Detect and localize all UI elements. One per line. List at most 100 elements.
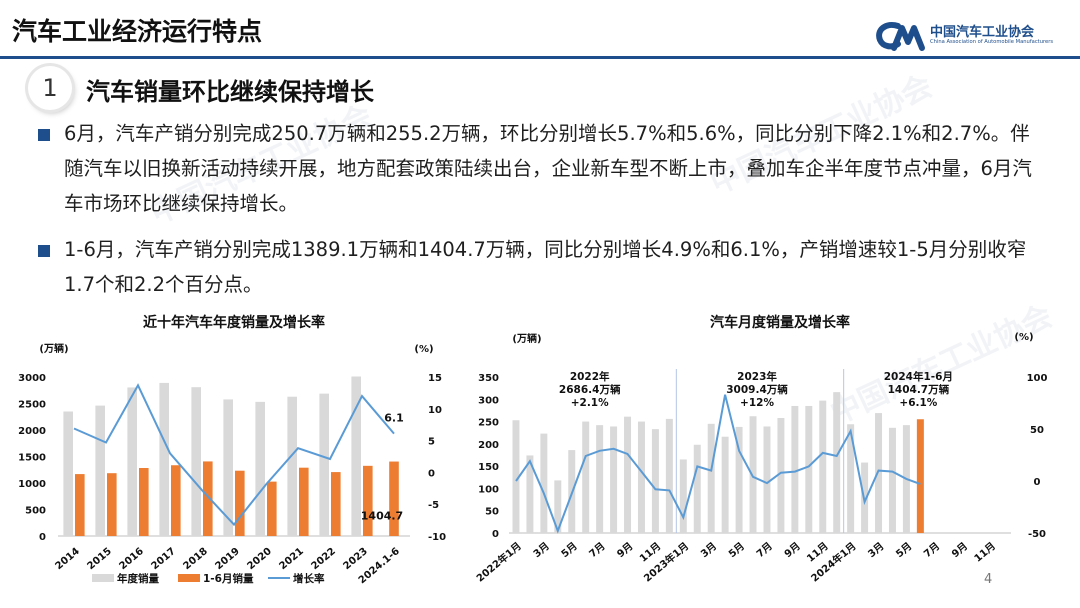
bar-h1-sales xyxy=(363,465,373,536)
bar-h1-sales xyxy=(171,465,181,536)
bar-monthly-sales xyxy=(707,423,715,533)
legend-label: 年度销量 xyxy=(117,572,159,585)
bar-monthly-sales xyxy=(749,416,757,533)
y2-axis-label: (%) xyxy=(1014,332,1033,343)
x-tick-label: 2020 xyxy=(246,546,274,572)
y-axis-label: (万辆) xyxy=(512,332,541,345)
legend-swatch xyxy=(178,574,200,582)
x-tick-label: 2019 xyxy=(214,546,242,572)
y2-tick-label: 50 xyxy=(1030,425,1044,436)
annotation-period: 2024年1-6月 xyxy=(884,370,953,383)
x-tick-label: 3月 xyxy=(698,540,719,560)
annotation-total: 1404.7万辆 xyxy=(888,383,950,396)
bar-monthly-sales xyxy=(888,427,896,533)
bullet-square-icon xyxy=(38,129,50,141)
x-tick-label: 2021 xyxy=(278,546,306,572)
x-tick-label: 9月 xyxy=(949,540,970,560)
x-tick-label: 7月 xyxy=(587,540,608,560)
bar-monthly-sales xyxy=(610,426,618,533)
x-tick-label: 2018 xyxy=(182,546,210,572)
bar-h1-sales xyxy=(267,481,277,536)
bar-annual-sales xyxy=(191,387,201,536)
x-tick-label: 2016 xyxy=(118,546,146,572)
bar-monthly-sales xyxy=(540,433,548,533)
org-name-en: China Association of Automobile Manufact… xyxy=(930,39,1054,45)
y2-tick-label: 0 xyxy=(428,468,435,479)
y-tick-label: 300 xyxy=(478,395,499,406)
x-tick-label: 2022 xyxy=(310,546,338,572)
bar-monthly-sales xyxy=(596,425,604,533)
x-tick-label: 3月 xyxy=(866,540,887,560)
bar-monthly-sales xyxy=(679,459,687,533)
annotation-growth: +12% xyxy=(740,397,774,409)
bar-monthly-sales xyxy=(735,426,743,533)
header: 汽车工业经济运行特点 中国汽车工业协会 China Association of… xyxy=(0,0,1080,59)
bullet-paragraph: 6月，汽车产销分别完成250.7万辆和255.2万辆，环比分别增长5.7%和5.… xyxy=(38,116,1048,221)
x-tick-label: 9月 xyxy=(782,540,803,560)
y2-tick-label: 0 xyxy=(1034,477,1041,488)
caam-logo-icon xyxy=(876,22,925,51)
bar-h1-sales xyxy=(107,473,117,536)
bar-h1-sales xyxy=(331,472,341,536)
y2-tick-label: -5 xyxy=(428,500,439,511)
y2-tick-label: -50 xyxy=(1028,529,1046,540)
bar-annual-sales xyxy=(95,405,105,536)
y-tick-label: 3000 xyxy=(18,373,46,384)
bar-monthly-sales xyxy=(665,418,673,533)
x-tick-label: 5月 xyxy=(726,540,747,560)
bar-monthly-sales xyxy=(693,444,701,533)
y-tick-label: 2500 xyxy=(18,400,46,411)
bar-h1-sales xyxy=(75,474,85,536)
y-axis-label: (万辆) xyxy=(39,342,68,355)
growth-rate-line xyxy=(73,383,395,527)
x-tick-label: 7月 xyxy=(922,540,943,560)
bar-monthly-sales xyxy=(512,420,520,533)
annotation-total: 2686.4万辆 xyxy=(559,383,621,396)
header-divider xyxy=(0,56,1080,59)
x-tick-label: 2017 xyxy=(150,546,178,572)
y-tick-label: 150 xyxy=(478,462,499,473)
bullet-square-icon xyxy=(38,245,50,257)
bar-monthly-sales xyxy=(721,436,729,533)
y2-axis-label: (%) xyxy=(414,344,433,355)
bar-annual-sales xyxy=(287,396,297,536)
x-tick-label: 2023 xyxy=(342,546,370,572)
bar-latest-month-sales xyxy=(916,419,924,533)
bar-monthly-sales xyxy=(763,426,771,533)
x-tick-label: 2014 xyxy=(54,546,82,572)
chart-title: 近十年汽车年度销量及增长率 xyxy=(143,314,325,331)
y2-tick-label: -10 xyxy=(428,532,446,543)
x-tick-label: 7月 xyxy=(754,540,775,560)
section-title: 汽车销量环比继续保持增长 xyxy=(86,78,374,106)
bar-monthly-sales xyxy=(819,400,827,533)
bar-annual-sales xyxy=(351,376,361,536)
bar-monthly-sales xyxy=(805,405,813,533)
y-tick-label: 500 xyxy=(25,506,46,517)
bar-monthly-sales xyxy=(651,429,659,533)
bar-annual-sales xyxy=(319,393,329,536)
bar-h1-sales xyxy=(235,470,245,536)
growth-rate-line xyxy=(515,394,921,534)
y-tick-label: 1000 xyxy=(18,479,46,490)
y-tick-label: 250 xyxy=(478,418,499,429)
x-tick-label: 2022年1月 xyxy=(474,539,524,584)
bar-monthly-sales xyxy=(791,405,799,533)
y2-tick-label: 100 xyxy=(1027,373,1048,384)
y-tick-label: 2000 xyxy=(18,426,46,437)
x-tick-label: 9月 xyxy=(615,540,636,560)
bullet-text: 6月，汽车产销分别完成250.7万辆和255.2万辆，环比分别增长5.7%和5.… xyxy=(64,122,1032,215)
bar-monthly-sales xyxy=(875,413,883,533)
chart-title: 汽车月度销量及增长率 xyxy=(710,314,850,331)
bar-annual-sales xyxy=(63,411,73,536)
org-logo: 中国汽车工业协会 China Association of Automobile… xyxy=(876,20,1076,52)
bullet-paragraph: 1-6月，汽车产销分别完成1389.1万辆和1404.7万辆，同比分别增长4.9… xyxy=(38,232,1048,302)
x-tick-label: 2024年1月 xyxy=(808,539,858,584)
bar-monthly-sales xyxy=(624,416,632,533)
y2-tick-label: 5 xyxy=(428,437,435,448)
x-tick-label: 2015 xyxy=(86,546,114,572)
section-number: 1 xyxy=(28,66,72,110)
y-tick-label: 0 xyxy=(492,529,499,540)
page-number: 4 xyxy=(984,572,993,587)
y-tick-label: 350 xyxy=(478,373,499,384)
